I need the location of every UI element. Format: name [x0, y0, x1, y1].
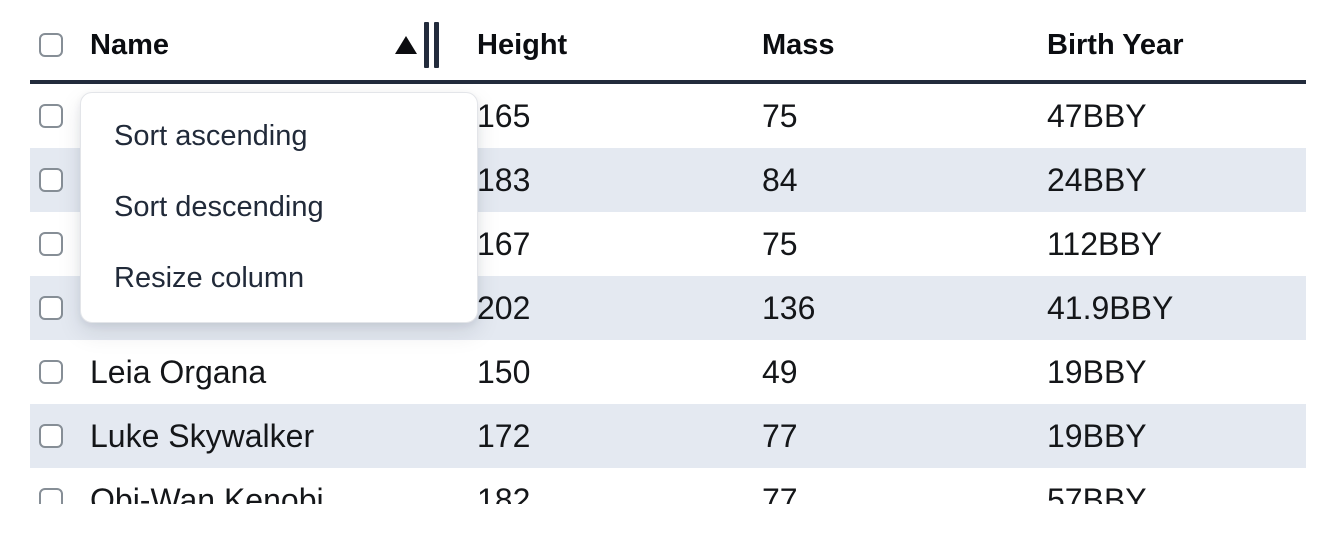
row-checkbox[interactable]	[39, 424, 63, 448]
cell-birth-year: 47BBY	[1047, 97, 1147, 134]
cell-height: 183	[477, 161, 531, 198]
cell-birth-year: 19BBY	[1047, 417, 1147, 454]
menu-item-sort-ascending[interactable]: Sort ascending	[114, 120, 308, 152]
column-header-birth-year[interactable]: Birth Year	[1047, 28, 1184, 61]
menu-item-resize-column[interactable]: Resize column	[114, 262, 305, 294]
resize-handle-bar	[434, 22, 439, 68]
cell-mass: 75	[762, 97, 798, 134]
cell-mass: 49	[762, 353, 798, 390]
cell-birth-year: 24BBY	[1047, 161, 1147, 198]
cell-height: 165	[477, 97, 531, 134]
cell-birth-year: 19BBY	[1047, 353, 1147, 390]
cell-name: Obi-Wan Kenobi	[90, 481, 324, 505]
cell-height: 202	[477, 289, 531, 326]
row-checkbox[interactable]	[39, 360, 63, 384]
row-checkbox[interactable]	[39, 296, 63, 320]
table-row[interactable]: 202 136 41.9BBY	[30, 276, 1306, 340]
table-row[interactable]: Obi-Wan Kenobi 182 77 57BBY	[30, 468, 1306, 504]
cell-height: 172	[477, 417, 531, 454]
sort-ascending-icon[interactable]	[395, 36, 417, 54]
column-context-menu: Sort ascending Sort descending Resize co…	[80, 92, 478, 323]
table-row[interactable]: Luke Skywalker 172 77 19BBY	[30, 404, 1306, 468]
header-name-cell[interactable]: Name	[90, 22, 460, 68]
cell-name: Luke Skywalker	[90, 417, 315, 454]
row-checkbox[interactable]	[39, 168, 63, 192]
cell-mass: 136	[762, 289, 816, 326]
column-header-mass[interactable]: Mass	[762, 28, 835, 61]
cell-birth-year: 41.9BBY	[1047, 289, 1174, 326]
row-checkbox[interactable]	[39, 232, 63, 256]
cell-birth-year: 57BBY	[1047, 481, 1147, 505]
cell-mass: 75	[762, 225, 798, 262]
menu-item-sort-descending[interactable]: Sort descending	[114, 191, 324, 223]
cell-mass: 84	[762, 161, 798, 198]
column-header-name[interactable]: Name	[90, 28, 169, 61]
cell-name: Leia Organa	[90, 353, 267, 390]
cell-height: 167	[477, 225, 531, 262]
header-select-all-cell	[30, 33, 90, 57]
cell-height: 182	[477, 481, 531, 505]
column-resize-handle[interactable]	[424, 22, 439, 68]
cell-height: 150	[477, 353, 531, 390]
resize-handle-bar	[424, 22, 429, 68]
cell-mass: 77	[762, 417, 798, 454]
select-all-checkbox[interactable]	[39, 33, 63, 57]
row-checkbox[interactable]	[39, 488, 63, 504]
table-row[interactable]: Leia Organa 150 49 19BBY	[30, 340, 1306, 404]
row-checkbox[interactable]	[39, 104, 63, 128]
table-header-row: Name Height Mass Birth Year	[30, 0, 1306, 84]
cell-birth-year: 112BBY	[1047, 225, 1163, 262]
column-header-height[interactable]: Height	[477, 28, 568, 61]
cell-mass: 77	[762, 481, 798, 505]
